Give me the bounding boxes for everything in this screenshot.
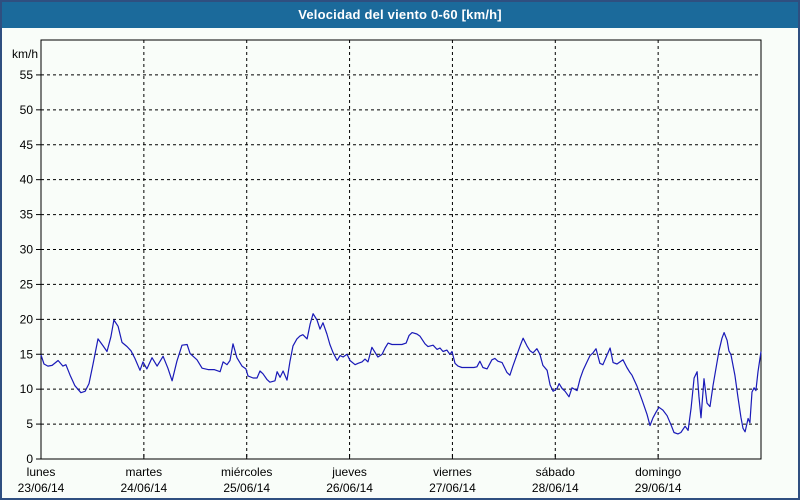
y-tick-label: 30 — [20, 243, 34, 257]
day-date-label: 29/06/14 — [635, 481, 682, 495]
day-name-label: viernes — [433, 465, 472, 479]
plot-border — [40, 39, 762, 460]
y-tick-label: 45 — [20, 138, 34, 152]
chart-title-bar: Velocidad del viento 0-60 [km/h] — [0, 0, 800, 28]
chart-title: Velocidad del viento 0-60 [km/h] — [298, 6, 502, 22]
y-tick-label: 40 — [20, 173, 34, 187]
day-date-label: 28/06/14 — [532, 481, 579, 495]
y-tick-label: 5 — [26, 417, 33, 431]
day-name-label: domingo — [635, 465, 681, 479]
wind-speed-line — [40, 313, 762, 435]
day-name-label: martes — [126, 465, 163, 479]
y-tick-label: 15 — [20, 347, 34, 361]
day-name-label: lunes — [27, 465, 56, 479]
day-date-label: 27/06/14 — [429, 481, 476, 495]
y-tick-label: 55 — [20, 68, 34, 82]
day-name-label: miércoles — [221, 465, 272, 479]
wind-speed-chart: km/h 0 5 10 15 20 25 30 35 40 45 50 55 lunes 23/06/14… — [12, 39, 762, 495]
day-date-label: 26/06/14 — [326, 481, 373, 495]
day-date-label: 24/06/14 — [120, 481, 167, 495]
day-name-label: jueves — [331, 465, 367, 479]
y-tick-label: 10 — [20, 382, 34, 396]
day-date-label: 25/06/14 — [223, 481, 270, 495]
day-name-label: sábado — [536, 465, 576, 479]
y-tick-label: 20 — [20, 312, 34, 326]
y-tick-label: 25 — [20, 277, 34, 291]
day-date-label: 23/06/14 — [18, 481, 65, 495]
y-tick-label: 50 — [20, 103, 34, 117]
y-tick-label: 0 — [26, 452, 33, 466]
y-tick-label: 35 — [20, 208, 34, 222]
y-axis-unit-label: km/h — [12, 47, 38, 61]
